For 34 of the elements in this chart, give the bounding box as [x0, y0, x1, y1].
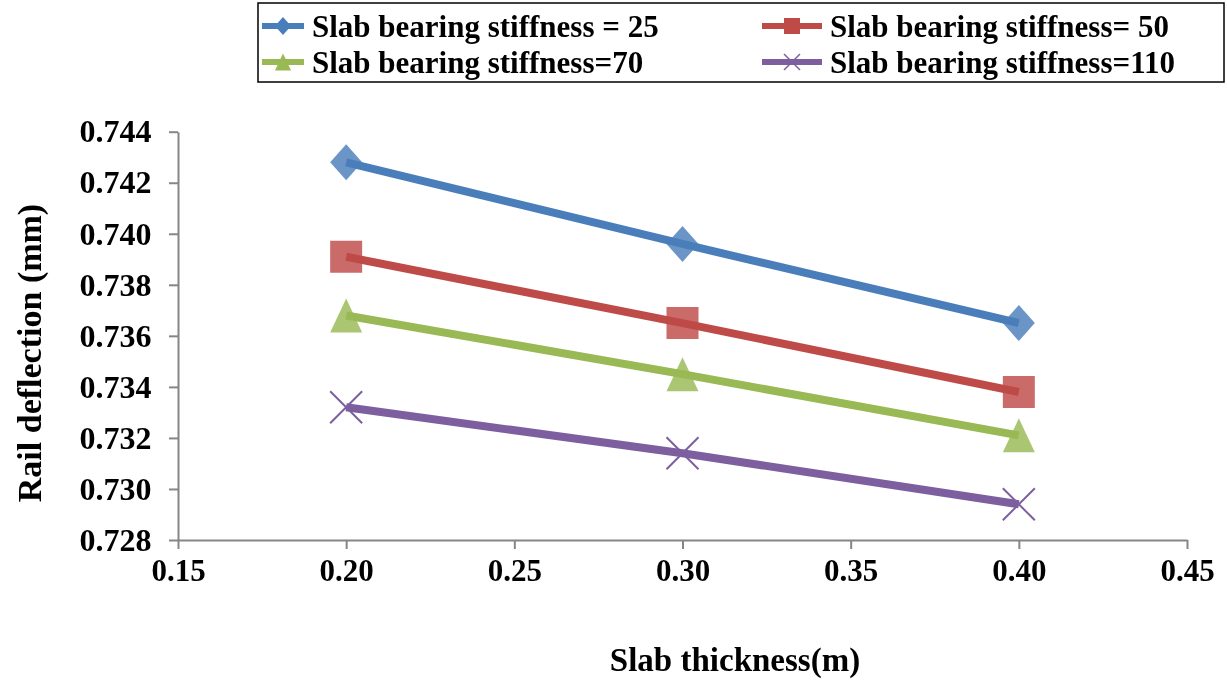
point	[665, 436, 700, 471]
legend-label: Slab bearing stiffness=70	[312, 44, 644, 80]
y-tick-label: 0.742	[79, 164, 152, 201]
point	[1002, 375, 1035, 408]
y-tick-label: 0.728	[79, 521, 152, 558]
point	[666, 357, 699, 392]
x-tick-label: 0.20	[319, 553, 374, 589]
y-tick-label: 0.738	[79, 266, 152, 303]
point	[329, 390, 364, 425]
y-tick-label: 0.734	[79, 368, 152, 405]
x-axis-title: Slab thickness(m)	[609, 642, 861, 679]
y-tick-label: 0.740	[79, 215, 152, 252]
point	[1002, 418, 1035, 453]
x-tick-label: 0.40	[992, 553, 1047, 589]
x-tick-label: 0.25	[487, 553, 542, 589]
x-tick-label: 0.30	[655, 553, 711, 589]
point	[330, 240, 363, 273]
y-tick-label: 0.744	[79, 113, 152, 150]
point	[666, 307, 699, 340]
x-tick-label: 0.45	[1160, 553, 1215, 589]
y-axis-title: Rail deflection (mm)	[11, 203, 49, 503]
y-tick-label: 0.732	[79, 419, 152, 456]
y-tick-label: 0.730	[79, 470, 152, 507]
y-tick-label: 0.736	[79, 317, 152, 354]
point	[1001, 487, 1036, 522]
point	[1002, 305, 1035, 342]
legend-label: Slab bearing stiffness=110	[830, 44, 1175, 80]
point	[330, 144, 363, 181]
point	[666, 225, 699, 262]
legend-label: Slab bearing stiffness= 50	[830, 8, 1169, 44]
point	[330, 298, 363, 333]
x-tick-label: 0.15	[151, 553, 206, 589]
x-tick-label: 0.35	[824, 553, 879, 589]
legend-label: Slab bearing stiffness = 25	[312, 8, 659, 44]
